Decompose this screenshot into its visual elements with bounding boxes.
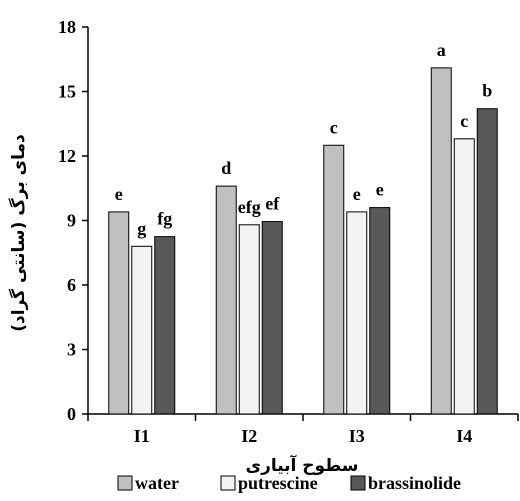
bar-brassinolide-I1 [154, 236, 176, 415]
bar-water-I4 [430, 67, 452, 415]
bar-water-I2 [215, 185, 237, 415]
bar-brassinolide-I3 [369, 207, 391, 415]
x-tick-label: I4 [456, 426, 472, 446]
significance-label: c [330, 117, 338, 137]
legend-label-putrescine: putrescine [238, 473, 318, 493]
significance-label: fg [157, 209, 172, 229]
x-tick-label: I3 [349, 426, 365, 446]
bar-putrescine-I4 [453, 138, 475, 415]
significance-label: a [437, 40, 446, 60]
significance-label: d [221, 158, 231, 178]
bar-water-I3 [323, 144, 345, 415]
y-tick-label: 9 [67, 211, 76, 231]
bar-putrescine-I1 [131, 245, 153, 415]
y-tick-label: 0 [67, 404, 76, 424]
legend-label-brassinolide: brassinolide [368, 473, 461, 493]
bar-putrescine-I3 [346, 211, 368, 415]
y-tick-label: 6 [67, 275, 76, 295]
y-tick-label: 15 [58, 82, 76, 102]
legend-swatch-putrescine [220, 475, 236, 491]
bar-water-I1 [108, 211, 130, 415]
chart-legend: water putrescine brassinolide [117, 473, 461, 493]
y-tick-label: 12 [58, 146, 76, 166]
significance-label: e [376, 180, 384, 200]
significance-label: ef [265, 194, 280, 214]
bar-brassinolide-I2 [261, 221, 283, 415]
x-tick-label: I1 [134, 426, 150, 446]
significance-label: c [460, 111, 468, 131]
significance-label: efg [238, 197, 261, 217]
x-axis-title: سطوح آبیاری [245, 454, 358, 476]
y-tick-label: 18 [58, 17, 76, 37]
legend-swatch-water [117, 475, 133, 491]
bar-putrescine-I2 [238, 224, 260, 415]
y-tick-label: 3 [67, 340, 76, 360]
y-axis-title: دمای برگ (سانتی گراد) [8, 134, 29, 332]
legend-swatch-brassinolide [350, 475, 366, 491]
significance-label: e [115, 184, 123, 204]
significance-label: g [137, 218, 146, 238]
x-tick-label: I2 [241, 426, 257, 446]
y-axis-tick-labels: 0 3 6 9 12 15 18 [58, 17, 76, 424]
significance-label: b [482, 81, 492, 101]
significance-label: e [353, 184, 361, 204]
legend-label-water: water [135, 473, 179, 493]
x-axis-tick-labels: I1 I2 I3 I4 [134, 426, 473, 446]
bar-brassinolide-I4 [476, 108, 498, 415]
chart-bars [108, 67, 498, 415]
